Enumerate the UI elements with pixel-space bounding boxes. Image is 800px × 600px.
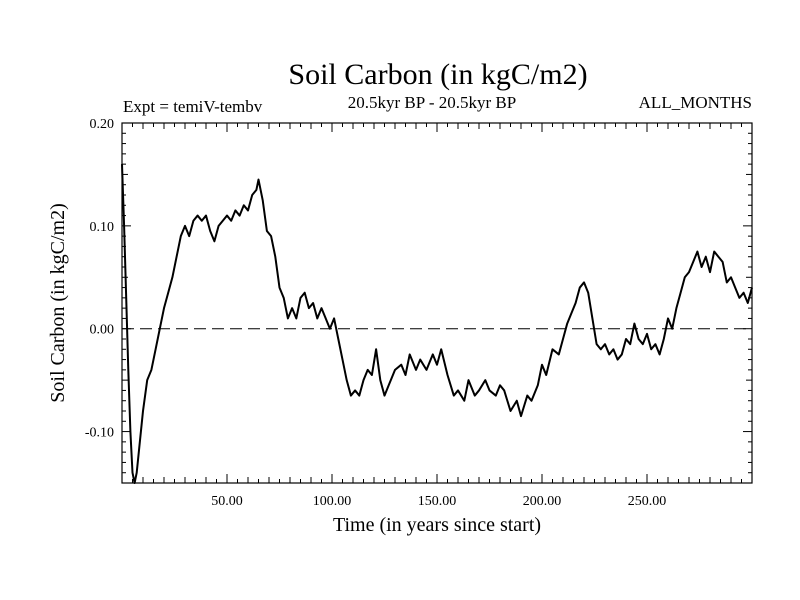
plot-frame <box>121 122 753 484</box>
x-tick-label: 200.00 <box>523 494 562 509</box>
experiment-label: Expt = temiV-tembv <box>123 97 263 116</box>
x-tick-label: 250.00 <box>628 494 667 509</box>
period-label: 20.5kyr BP - 20.5kyr BP <box>348 93 516 112</box>
x-tick-label: 100.00 <box>313 494 352 509</box>
plot-area: 50.00 100.00 150.00 200.00 250.00 -0.10 0.00 0… <box>85 117 753 509</box>
y-axis-ticks: -0.10 0.00 0.10 0.20 <box>85 117 752 484</box>
y-tick-label: 0.00 <box>90 323 115 338</box>
x-tick-label: 50.00 <box>211 494 243 509</box>
y-tick-label: -0.10 <box>85 426 114 441</box>
y-axis-label: Soil Carbon (in kgC/m2) <box>47 203 69 402</box>
soil-carbon-series-line <box>121 164 753 484</box>
months-label: ALL_MONTHS <box>639 93 752 112</box>
x-axis-ticks: 50.00 100.00 150.00 200.00 250.00 <box>121 123 753 509</box>
y-tick-label: 0.20 <box>90 117 115 132</box>
x-tick-label: 150.00 <box>418 494 457 509</box>
chart-title: Soil Carbon (in kgC/m2) <box>288 58 587 91</box>
y-tick-label: 0.10 <box>90 220 115 235</box>
x-axis-label: Time (in years since start) <box>333 514 541 536</box>
